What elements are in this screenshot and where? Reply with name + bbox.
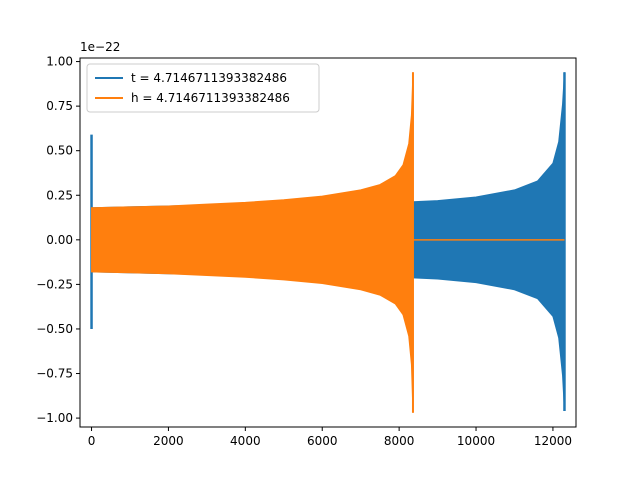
y-tick-label: 0.25 xyxy=(46,188,73,202)
y-tick-label: 0.00 xyxy=(46,233,73,247)
x-tick-label: 8000 xyxy=(384,434,415,448)
y-tick-label: −0.75 xyxy=(36,367,73,381)
x-tick-label: 6000 xyxy=(307,434,338,448)
y-offset-label: 1e−22 xyxy=(80,40,120,54)
legend-box xyxy=(86,63,320,113)
legend: t = 4.7146711393382486 h = 4.714671139338… xyxy=(86,63,320,113)
y-tick-label: 0.50 xyxy=(46,144,73,158)
legend-entry-label: h = 4.7146711393382486 xyxy=(131,91,290,105)
x-tick-label: 4000 xyxy=(230,434,261,448)
y-tick-label: 0.75 xyxy=(46,99,73,113)
y-tick-label: −0.50 xyxy=(36,322,73,336)
y-axis: −1.00 −0.75 −0.50 −0.25 0.00 0.25 0.50 0.75 1.00 xyxy=(36,55,80,425)
series-h-oscillation xyxy=(91,72,414,413)
plot-frame xyxy=(79,57,577,428)
y-tick-label: −1.00 xyxy=(36,411,73,425)
x-tick-label: 12000 xyxy=(534,434,572,448)
x-tick-label: 10000 xyxy=(457,434,495,448)
legend-entry-label: t = 4.7146711393382486 xyxy=(131,71,287,85)
y-tick-label: 1.00 xyxy=(46,55,73,69)
series-layer xyxy=(90,72,566,413)
y-tick-label: −0.25 xyxy=(36,277,73,291)
x-axis: 0 2000 4000 6000 8000 10000 12000 xyxy=(88,427,572,448)
x-tick-label: 2000 xyxy=(153,434,184,448)
x-tick-label: 0 xyxy=(88,434,96,448)
